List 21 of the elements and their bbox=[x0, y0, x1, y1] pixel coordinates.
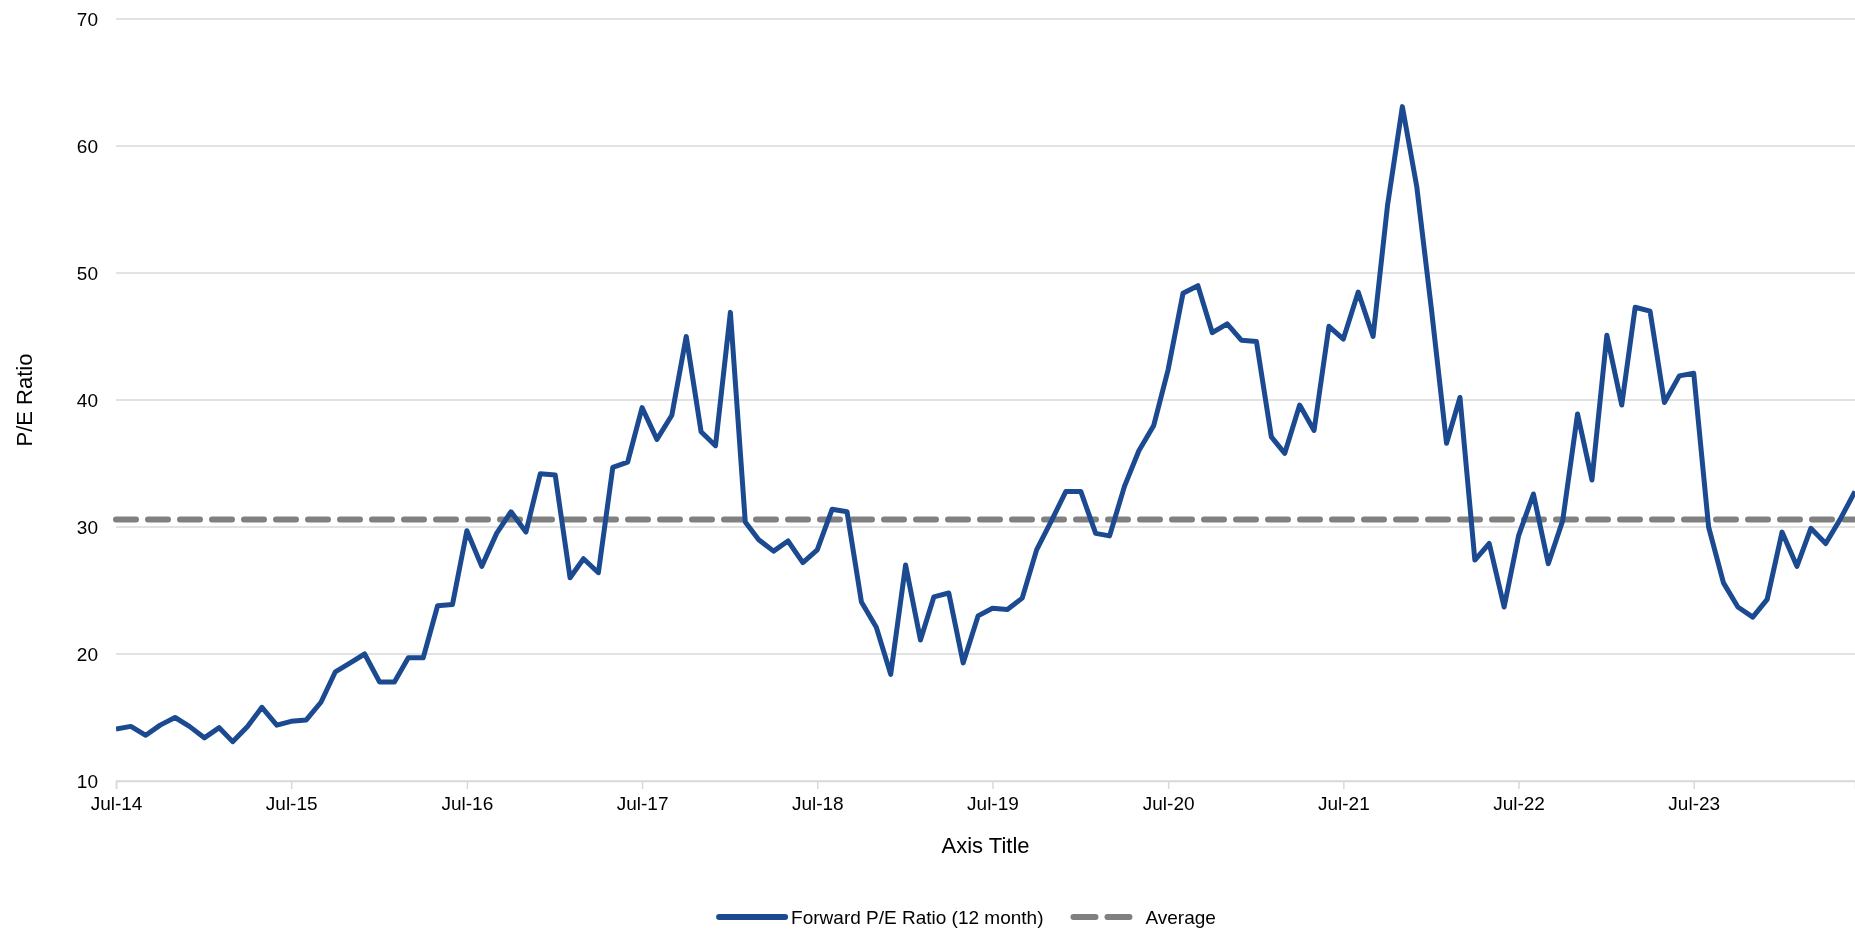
legend-label: Forward P/E Ratio (12 month) bbox=[791, 906, 1044, 928]
x-tick-label: Jul-21 bbox=[1317, 793, 1370, 815]
x-tick-label: Jul-17 bbox=[616, 793, 669, 815]
x-tick-label: Jul-19 bbox=[967, 793, 1019, 815]
y-tick-label: 50 bbox=[76, 262, 98, 284]
y-tick-label: 30 bbox=[76, 516, 98, 538]
x-tick-label: Jul-18 bbox=[791, 793, 844, 815]
x-tick-label: Jul-23 bbox=[1668, 793, 1721, 815]
x-tick-label: Jul-22 bbox=[1493, 793, 1545, 815]
y-tick-label: 20 bbox=[76, 643, 98, 665]
x-tick-label: Jul-15 bbox=[265, 793, 318, 815]
x-axis-title: Axis Title bbox=[941, 833, 1030, 858]
y-axis-title: P/E Ratio bbox=[12, 353, 37, 447]
x-tick-label: Jul-16 bbox=[441, 793, 494, 815]
x-tick-label: Jul-14 bbox=[90, 793, 143, 815]
y-tick-label: 60 bbox=[76, 135, 98, 157]
y-tick-label: 40 bbox=[76, 389, 98, 411]
x-tick-label: Jul-20 bbox=[1142, 793, 1195, 815]
y-tick-label: 70 bbox=[76, 8, 98, 30]
legend-label: Average bbox=[1145, 906, 1216, 928]
y-tick-label: 10 bbox=[76, 770, 98, 792]
